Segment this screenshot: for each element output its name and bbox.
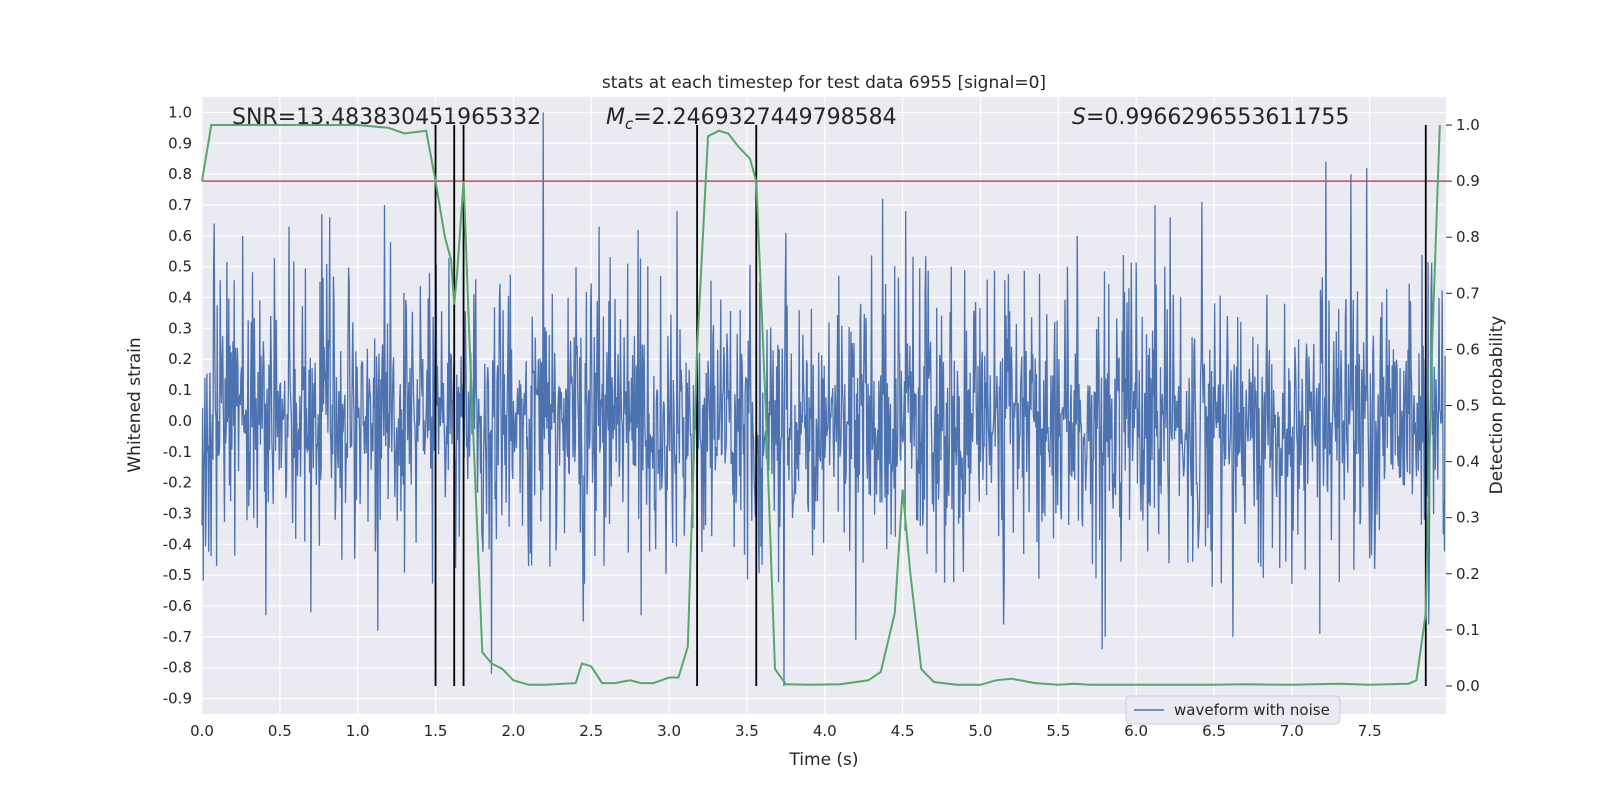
x-tick-label: 4.0	[813, 722, 837, 740]
waveform-noise-series	[201, 112, 1446, 687]
legend: waveform with noise	[1125, 695, 1341, 725]
y-right-tick-label: 0.7	[1456, 284, 1480, 302]
x-tick-label: 7.5	[1358, 722, 1382, 740]
y-left-tick-label: 0.8	[168, 165, 192, 183]
y-left-tick-label: 0.9	[168, 134, 192, 152]
y-right-tick-label: 0.1	[1456, 621, 1480, 639]
y-left-tick-label: 0.5	[168, 258, 192, 276]
waveform-line	[201, 112, 1446, 687]
x-tick-label: 5.5	[1046, 722, 1070, 740]
y-left-tick-label: -0.9	[163, 690, 192, 708]
x-tick-label: 1.0	[346, 722, 370, 740]
y-left-axis-ticks: 1.0 0.9 0.8 0.7 0.6 0.5 0.4 0.3 0.2 0.1 0.0 -0.1 -0.…	[163, 103, 192, 707]
chirp-mass-subscript: c	[625, 115, 634, 133]
x-tick-label: 0.0	[190, 722, 214, 740]
y-left-tick-label: -0.3	[163, 504, 192, 522]
y-left-tick-label: -0.8	[163, 659, 192, 677]
x-tick-label: 4.5	[891, 722, 915, 740]
x-tick-label: 2.0	[501, 722, 525, 740]
x-tick-label: 3.5	[735, 722, 759, 740]
detection-probability-series	[201, 124, 1441, 686]
y-left-tick-label: -0.4	[163, 535, 192, 553]
x-tick-label: 0.5	[268, 722, 292, 740]
y-right-tick-label: 0.3	[1456, 509, 1480, 527]
chart-title: stats at each timestep for test data 695…	[602, 73, 1046, 93]
chirp-mass-symbol: M	[606, 105, 625, 130]
y-left-tick-label: 0.2	[168, 350, 192, 368]
y-left-tick-label: -0.2	[163, 474, 192, 492]
y-right-tick-label: 0.9	[1456, 172, 1480, 190]
y-left-tick-label: 1.0	[168, 103, 192, 121]
y-right-tick-label: 0.6	[1456, 340, 1480, 358]
y-left-tick-label: -0.7	[163, 628, 192, 646]
y-right-tick-label: 0.8	[1456, 228, 1480, 246]
x-axis-label: Time (s)	[788, 750, 858, 770]
y-left-tick-label: 0.7	[168, 196, 192, 214]
y-left-tick-label: -0.6	[163, 597, 192, 615]
y-right-tick-label: 1.0	[1456, 116, 1480, 134]
y-left-tick-label: -0.1	[163, 443, 192, 461]
y-left-tick-label: 0.0	[168, 412, 192, 430]
y-left-tick-label: 0.6	[168, 227, 192, 245]
y-right-tick-label: 0.4	[1456, 453, 1480, 471]
y-left-tick-label: -0.5	[163, 566, 192, 584]
s-statistic-annotation: S=0.9966296553611755	[1072, 105, 1349, 130]
legend-label-waveform: waveform with noise	[1174, 701, 1330, 719]
x-tick-label: 3.0	[657, 722, 681, 740]
y-left-tick-label: 0.3	[168, 319, 192, 337]
y-right-axis-ticks: 1.0 0.9 0.8 0.7 0.6 0.5 0.4 0.3 0.2 0.1 0.0	[1446, 116, 1480, 695]
s-statistic-value: =0.9966296553611755	[1086, 105, 1349, 130]
y-right-tick-label: 0.2	[1456, 565, 1480, 583]
chirp-mass-annotation: Mc=2.2469327449798584	[606, 105, 897, 133]
y-left-tick-label: 0.1	[168, 381, 192, 399]
chirp-mass-value: =2.2469327449798584	[633, 105, 896, 130]
probability-line	[201, 124, 1441, 686]
x-tick-label: 1.5	[424, 722, 448, 740]
y-right-tick-label: 0.0	[1456, 677, 1480, 695]
x-axis-ticks: 0.0 0.5 1.0 1.5 2.0 2.5 3.0 3.5 4.0 4.5 5.0 5.5 6.0 6…	[190, 722, 1382, 740]
s-statistic-symbol: S	[1072, 105, 1086, 130]
y-right-tick-label: 0.5	[1456, 397, 1480, 415]
y-left-axis-label: Whitened strain	[125, 337, 145, 472]
snr-annotation: SNR=13.483830451965332	[232, 105, 541, 130]
y-left-tick-label: 0.4	[168, 289, 192, 307]
x-tick-label: 6.5	[1202, 722, 1226, 740]
x-tick-label: 5.0	[969, 722, 993, 740]
y-right-axis-label: Detection probability	[1487, 316, 1507, 495]
x-tick-label: 7.0	[1280, 722, 1304, 740]
x-tick-label: 6.0	[1124, 722, 1148, 740]
legend-box	[1125, 695, 1341, 725]
x-tick-label: 2.5	[579, 722, 603, 740]
